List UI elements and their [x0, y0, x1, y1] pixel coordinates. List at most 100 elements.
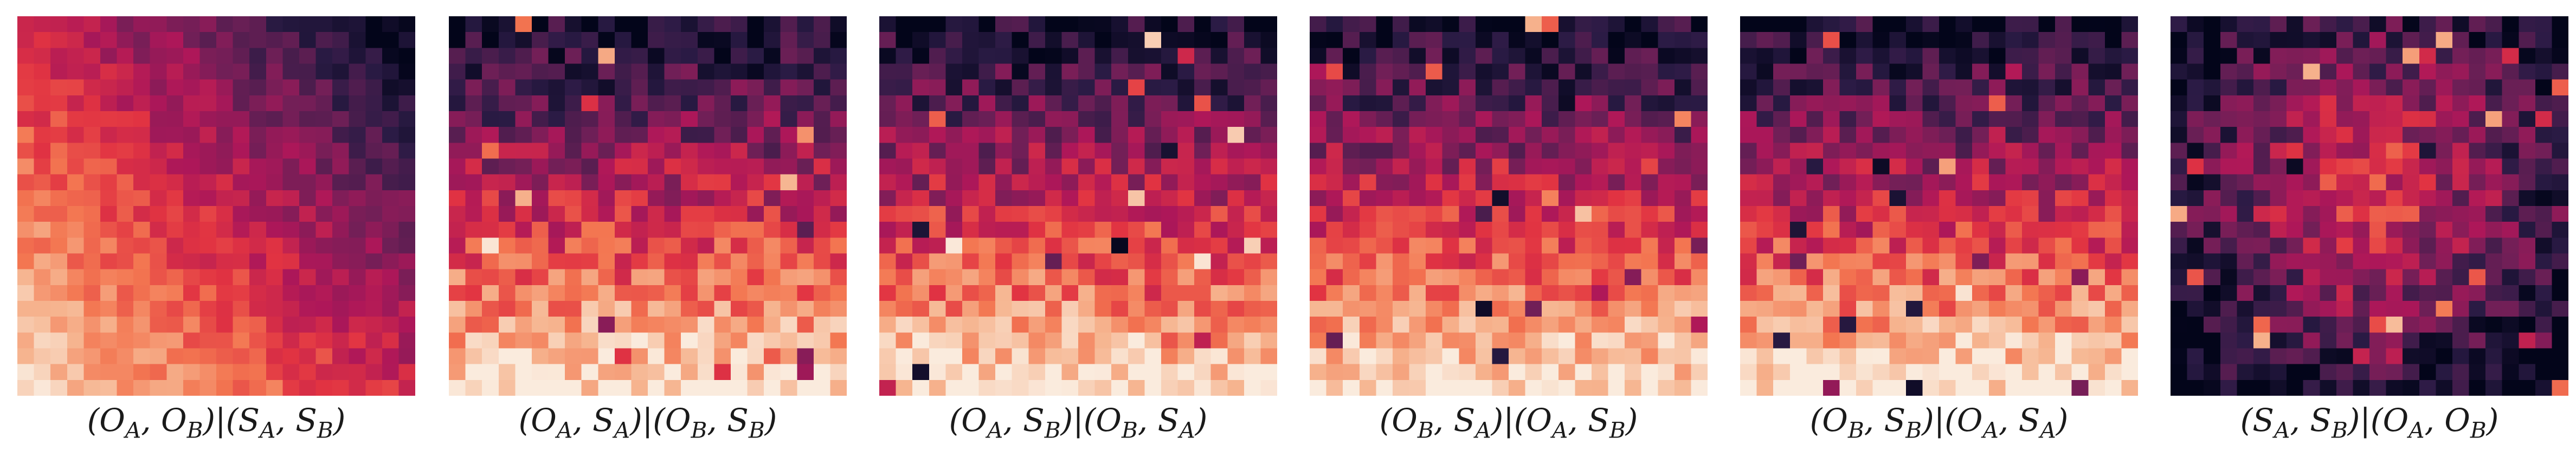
- heatmap-cell: [2485, 253, 2503, 270]
- heatmap-cell: [1691, 317, 1708, 333]
- heatmap-cell: [482, 111, 499, 127]
- heatmap-cell: [1822, 190, 1840, 207]
- heatmap-cell: [2121, 348, 2138, 365]
- heatmap-cell: [1674, 253, 1692, 270]
- heatmap-cell: [2419, 48, 2436, 65]
- heatmap-cell: [648, 63, 665, 80]
- heatmap-cell: [681, 301, 698, 317]
- heatmap-cell: [1773, 348, 1791, 365]
- heatmap-cell: [1061, 348, 1079, 365]
- heatmap-cell: [1789, 269, 1807, 286]
- heatmap-cell: [2452, 332, 2470, 349]
- heatmap-cell: [631, 16, 648, 33]
- heatmap-cell: [166, 364, 184, 381]
- heatmap-cell: [1806, 190, 1824, 207]
- heatmap-cell: [67, 269, 84, 286]
- heatmap-cell: [1475, 190, 1493, 207]
- heatmap-cell: [1641, 111, 1658, 127]
- heatmap-cell: [1691, 174, 1708, 191]
- heatmap-panel: (OA, SA)|(OB, SB): [449, 16, 847, 453]
- heatmap-cell: [565, 237, 582, 254]
- heatmap-cell: [2336, 158, 2354, 175]
- heatmap-cell: [2469, 332, 2486, 349]
- heatmap-cell: [1045, 253, 1062, 270]
- heatmap-cell: [1045, 269, 1062, 286]
- heatmap-cell: [1740, 301, 1757, 317]
- heatmap-cell: [1756, 127, 1774, 143]
- heatmap-grid: [1740, 16, 2138, 396]
- heatmap-cell: [50, 95, 68, 112]
- heatmap-cell: [2419, 269, 2436, 286]
- heatmap-cell: [2386, 237, 2403, 254]
- heatmap-cell: [2403, 332, 2420, 349]
- heatmap-cell: [1889, 317, 1907, 333]
- heatmap-cell: [382, 143, 400, 159]
- heatmap-cell: [1972, 127, 1989, 143]
- heatmap-cell: [1078, 111, 1096, 127]
- heatmap-cell: [515, 237, 532, 254]
- heatmap-cell: [2436, 190, 2453, 207]
- heatmap-cell: [1326, 158, 1343, 175]
- heatmap-cell: [1972, 269, 1989, 286]
- heatmap-cell: [2088, 143, 2105, 159]
- heatmap-cell: [2220, 379, 2237, 396]
- heatmap-cell: [50, 301, 68, 317]
- heatmap-cell: [1475, 32, 1493, 48]
- heatmap-cell: [2270, 48, 2287, 65]
- heatmap-cell: [2436, 269, 2453, 286]
- heatmap-cell: [1988, 16, 2006, 33]
- heatmap-cell: [664, 348, 681, 365]
- heatmap-cell: [1310, 174, 1327, 191]
- heatmap-cell: [1028, 143, 1046, 159]
- heatmap-cell: [133, 379, 151, 396]
- heatmap-cell: [199, 63, 217, 80]
- heatmap-cell: [1144, 269, 1162, 286]
- heatmap-cell: [1144, 317, 1162, 333]
- heatmap-cell: [1773, 79, 1791, 96]
- heatmap-cell: [764, 379, 781, 396]
- heatmap-cell: [978, 32, 996, 48]
- heatmap-cell: [2552, 301, 2568, 317]
- heatmap-cell: [1972, 379, 1989, 396]
- heatmap-cell: [1161, 174, 1178, 191]
- heatmap-cell: [1806, 348, 1824, 365]
- heatmap-cell: [978, 348, 996, 365]
- heatmap-cell: [398, 63, 415, 80]
- heatmap-cell: [2535, 32, 2553, 48]
- heatmap-cell: [1194, 206, 1212, 222]
- heatmap-cell: [681, 332, 698, 349]
- heatmap-cell: [1194, 301, 1212, 317]
- heatmap-cell: [978, 379, 996, 396]
- heatmap-cell: [2469, 48, 2486, 65]
- heatmap-cell: [2436, 317, 2453, 333]
- heatmap-cell: [1144, 16, 1162, 33]
- heatmap-cell: [1558, 190, 1575, 207]
- heatmap-cell: [1889, 285, 1907, 301]
- heatmap-cell: [1591, 269, 1609, 286]
- heatmap-cell: [1789, 174, 1807, 191]
- heatmap-cell: [1227, 317, 1245, 333]
- heatmap-cell: [1691, 364, 1708, 381]
- heatmap-cell: [648, 317, 665, 333]
- heatmap-cell: [1988, 253, 2006, 270]
- heatmap-cell: [1177, 63, 1195, 80]
- heatmap-cell: [1988, 32, 2006, 48]
- heatmap-cell: [1227, 95, 1245, 112]
- heatmap-cell: [929, 285, 946, 301]
- heatmap-cell: [1525, 301, 1542, 317]
- heatmap-cell: [498, 95, 516, 112]
- heatmap-cell: [315, 190, 333, 207]
- heatmap-cell: [100, 379, 118, 396]
- heatmap-cell: [1822, 63, 1840, 80]
- heatmap-cell: [1939, 364, 1956, 381]
- heatmap-cell: [780, 222, 797, 238]
- heatmap-cell: [465, 95, 482, 112]
- heatmap-cell: [797, 237, 814, 254]
- heatmap-cell: [2270, 79, 2287, 96]
- heatmap-cell: [879, 174, 897, 191]
- heatmap-cell: [1773, 206, 1791, 222]
- heatmap-cell: [2171, 253, 2188, 270]
- heatmap-cell: [2303, 301, 2320, 317]
- heatmap-cell: [1045, 79, 1062, 96]
- heatmap-cell: [581, 48, 598, 65]
